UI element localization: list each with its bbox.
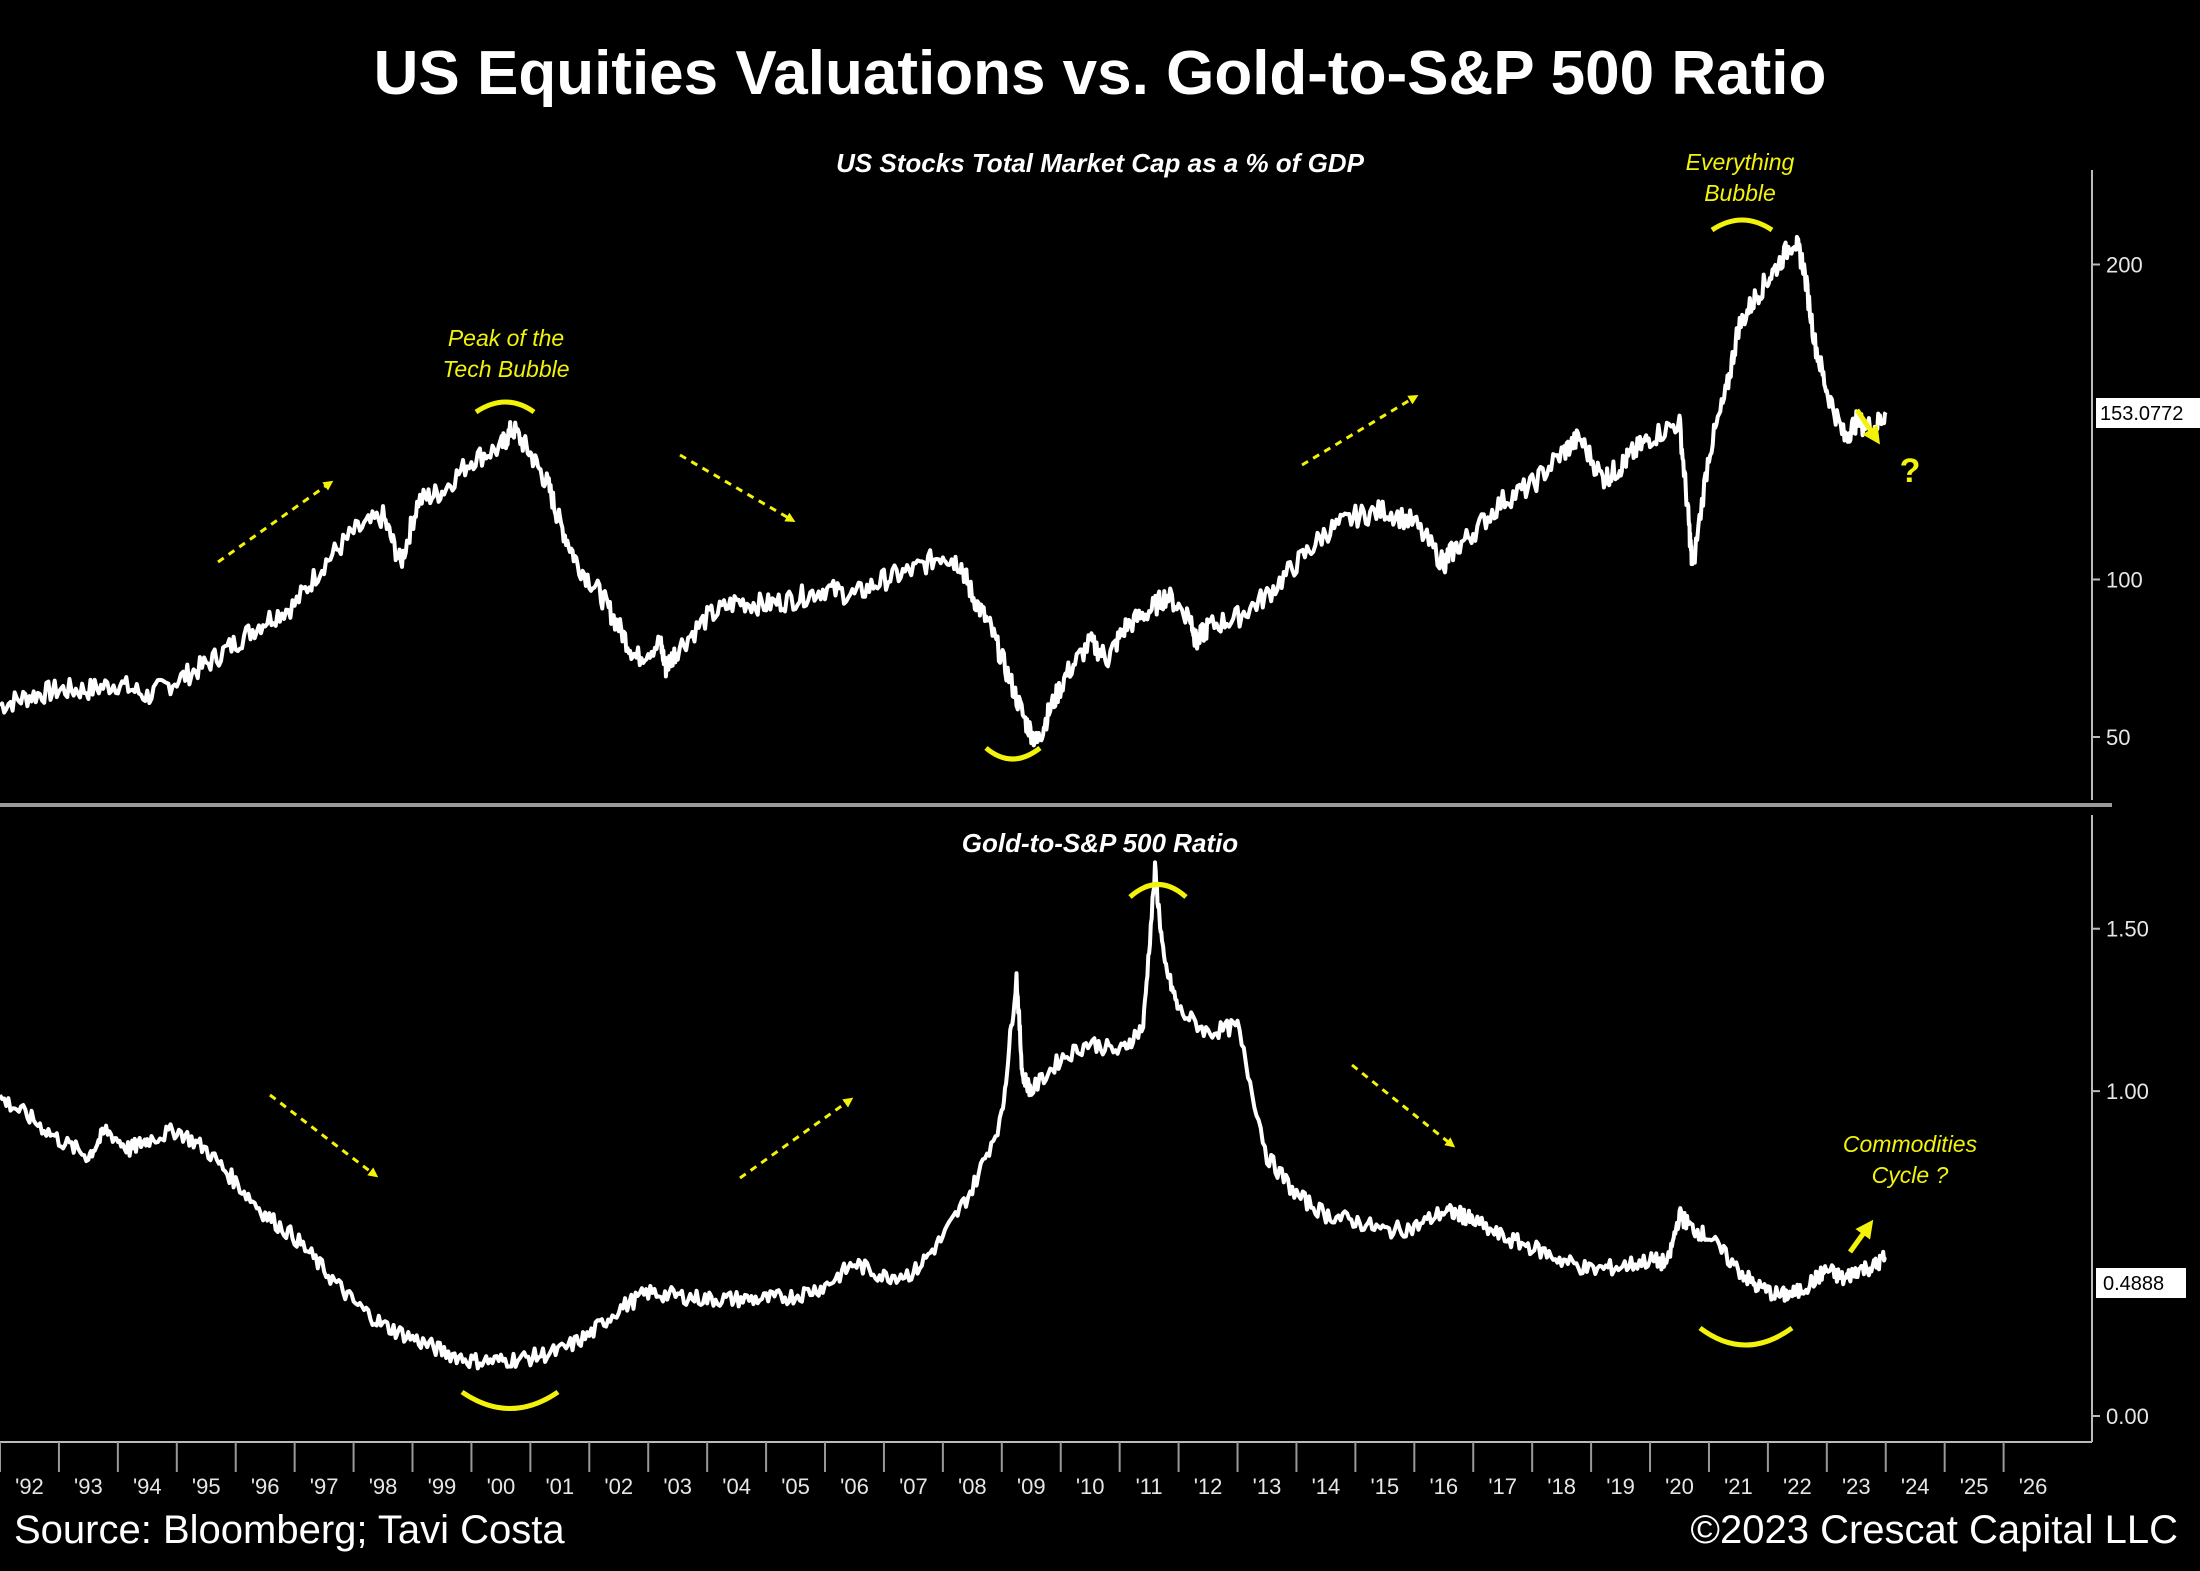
- xtick-label: '08: [958, 1474, 987, 1499]
- xtick-label: '19: [1606, 1474, 1635, 1499]
- xtick-label: '92: [15, 1474, 44, 1499]
- xtick-label: '04: [722, 1474, 751, 1499]
- question-mark: ?: [1900, 452, 1921, 490]
- xtick-label: '23: [1842, 1474, 1871, 1499]
- xtick-label: '07: [899, 1474, 928, 1499]
- everything-bubble-arc: [1710, 217, 1774, 233]
- xtick-label: '18: [1547, 1474, 1576, 1499]
- chart-title: US Equities Valuations vs. Gold-to-S&P 5…: [373, 39, 1827, 108]
- xtick-label: '24: [1901, 1474, 1930, 1499]
- xtick-label: '12: [1194, 1474, 1223, 1499]
- source-note: Source: Bloomberg; Tavi Costa: [14, 1508, 565, 1552]
- xtick-label: '05: [781, 1474, 810, 1499]
- peak-tech-label-line2: Tech Bubble: [442, 356, 569, 382]
- xtick-label: '03: [663, 1474, 692, 1499]
- xtick-label: '95: [192, 1474, 221, 1499]
- trend-arrow-down-1: [679, 453, 796, 523]
- down-arrow-solid: [1854, 408, 1880, 445]
- xtick-label: '93: [74, 1474, 103, 1499]
- xtick-label: '21: [1724, 1474, 1753, 1499]
- trend-arrow-up-3: [739, 1097, 854, 1180]
- up-arrow-solid: [1847, 1219, 1874, 1254]
- chart-area: US Stocks Total Market Cap as a % of GDP…: [0, 148, 2200, 1499]
- xtick-label: '17: [1488, 1474, 1517, 1499]
- top-last-value-badge: 153.0772: [2096, 398, 2200, 428]
- bottom-y-ticks: 0.00 1.00 1.50: [2092, 917, 2149, 1429]
- bottom-ytick-label: 0.00: [2106, 1404, 2149, 1429]
- gfc-low-arc: [984, 745, 1042, 762]
- everything-bubble-label-line1: Everything: [1686, 149, 1795, 175]
- xtick-label: '97: [310, 1474, 339, 1499]
- xtick-label: '11: [1136, 1474, 1163, 1499]
- xtick-label: '10: [1076, 1474, 1105, 1499]
- gold-peak-arc: [1128, 882, 1188, 899]
- bottom-last-value-label: 0.4888: [2103, 1273, 2164, 1295]
- xtick-label: '00: [487, 1474, 516, 1499]
- top-ytick-label: 100: [2106, 568, 2143, 593]
- trend-arrow-down-3: [1351, 1063, 1456, 1148]
- x-ticks: '92 '93 '94 '95 '96 '97 '98 '99 '00 '01 '02 '03 '04 '…: [0, 1442, 2047, 1499]
- xtick-label: '22: [1783, 1474, 1812, 1499]
- xtick-label: '06: [840, 1474, 869, 1499]
- xtick-label: '99: [428, 1474, 457, 1499]
- top-annotations: [217, 217, 1880, 762]
- peak-tech-arc: [474, 399, 536, 415]
- xtick-label: '13: [1253, 1474, 1282, 1499]
- xtick-label: '20: [1665, 1474, 1694, 1499]
- trend-arrow-down-2: [269, 1093, 379, 1178]
- xtick-label: '14: [1312, 1474, 1341, 1499]
- xtick-label: '26: [2019, 1474, 2048, 1499]
- top-ytick-label: 50: [2106, 725, 2130, 750]
- top-panel-title: US Stocks Total Market Cap as a % of GDP: [836, 148, 1365, 178]
- bottom-ytick-label: 1.50: [2106, 917, 2149, 942]
- xtick-label: '98: [369, 1474, 398, 1499]
- xtick-label: '02: [604, 1474, 633, 1499]
- bottom-annotations: [269, 882, 1874, 1411]
- xtick-label: '96: [251, 1474, 280, 1499]
- top-ytick-label: 200: [2106, 253, 2143, 278]
- gold-low-2000-arc: [460, 1389, 560, 1411]
- xtick-label: '01: [545, 1474, 574, 1499]
- top-y-ticks: 50 100 200: [2092, 253, 2143, 750]
- xtick-label: '16: [1429, 1474, 1458, 1499]
- everything-bubble-label-line2: Bubble: [1704, 180, 1776, 206]
- market-cap-gdp-series-line: [0, 234, 1888, 748]
- xtick-label: '94: [133, 1474, 162, 1499]
- xtick-label: '09: [1017, 1474, 1046, 1499]
- xtick-label: '25: [1960, 1474, 1989, 1499]
- bottom-panel-title: Gold-to-S&P 500 Ratio: [962, 828, 1239, 858]
- commodities-cycle-label-line2: Cycle ?: [1872, 1162, 1949, 1188]
- trend-arrow-up-1: [217, 480, 334, 564]
- xtick-label: '15: [1371, 1474, 1400, 1499]
- gold-low-2021-arc: [1698, 1325, 1794, 1348]
- top-last-value-label: 153.0772: [2100, 403, 2183, 425]
- peak-tech-label-line1: Peak of the: [448, 325, 564, 351]
- copyright-note: ©2023 Crescat Capital LLC: [1690, 1508, 2179, 1552]
- gold-sp500-ratio-series-line: [0, 860, 1887, 1371]
- bottom-ytick-label: 1.00: [2106, 1079, 2149, 1104]
- trend-arrow-up-2: [1301, 394, 1419, 467]
- commodities-cycle-label-line1: Commodities: [1843, 1131, 1978, 1157]
- bottom-last-value-badge: 0.4888: [2096, 1268, 2186, 1298]
